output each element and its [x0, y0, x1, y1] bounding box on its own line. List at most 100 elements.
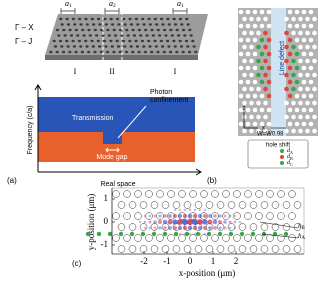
hole	[145, 234, 153, 242]
hole	[312, 128, 317, 134]
field	[143, 226, 147, 230]
hole	[167, 190, 175, 198]
hole	[65, 39, 69, 43]
hole	[293, 223, 302, 231]
hole	[172, 17, 176, 21]
hole	[301, 121, 307, 127]
hole	[252, 65, 258, 71]
crystal-holes	[238, 9, 317, 134]
hole	[216, 201, 225, 209]
panel-label: (c)	[72, 259, 82, 268]
hole	[153, 17, 157, 21]
hole	[77, 39, 81, 43]
hole	[95, 34, 99, 37]
hole	[298, 86, 303, 92]
hole	[252, 93, 258, 99]
plot-holes	[85, 190, 302, 253]
hole	[109, 39, 113, 43]
hole	[162, 50, 166, 54]
hole	[308, 51, 314, 57]
hole	[112, 50, 116, 54]
shifted-hole	[250, 231, 256, 237]
hole	[291, 30, 296, 36]
hole	[73, 23, 77, 26]
hole	[287, 107, 293, 113]
hole	[153, 39, 157, 43]
shifted-hole	[228, 231, 234, 237]
shifted-hole	[162, 231, 168, 237]
hole	[238, 65, 244, 71]
hole	[291, 72, 296, 78]
hole	[301, 107, 307, 113]
hole	[59, 17, 63, 21]
field	[158, 220, 162, 224]
field	[138, 220, 142, 224]
hole	[293, 245, 302, 253]
shifted-hole	[217, 231, 223, 237]
hole	[134, 39, 138, 43]
legend-swatch	[280, 149, 284, 153]
field	[197, 213, 203, 219]
hole	[266, 121, 272, 127]
field	[153, 214, 157, 218]
region: II	[109, 67, 115, 76]
direction: Γ – J	[15, 37, 32, 46]
hole	[117, 201, 126, 209]
hole	[163, 28, 167, 32]
field	[187, 213, 193, 219]
hole	[242, 128, 247, 134]
hole	[305, 100, 310, 106]
hole	[305, 16, 310, 22]
field	[223, 226, 227, 230]
direction: Γ – X	[15, 23, 34, 32]
field	[177, 219, 183, 225]
hole	[172, 201, 181, 209]
hole	[238, 121, 244, 127]
hole	[159, 39, 163, 43]
hole	[137, 50, 141, 54]
field	[192, 225, 198, 231]
hole	[71, 39, 75, 43]
hole	[238, 23, 244, 29]
hole	[112, 190, 120, 198]
label-base: h	[298, 232, 302, 240]
hole	[305, 44, 310, 50]
hole	[194, 201, 203, 209]
hole	[181, 28, 186, 32]
hole	[74, 28, 78, 32]
hole	[184, 39, 189, 43]
hole	[85, 23, 89, 26]
hole	[244, 212, 252, 220]
hole	[139, 34, 143, 37]
hole	[287, 51, 293, 57]
hole	[238, 37, 244, 43]
hole	[233, 212, 241, 220]
hole	[112, 234, 120, 242]
shifted-hole	[107, 231, 113, 237]
y-axis-label: Frequency (c/a)	[27, 105, 34, 154]
hole	[284, 58, 289, 64]
annotation: Photon	[150, 89, 172, 96]
field	[163, 226, 167, 230]
hole	[150, 28, 154, 32]
hole	[150, 245, 159, 253]
row-label: hA	[298, 232, 306, 242]
hole	[294, 79, 300, 85]
hole	[112, 212, 120, 220]
arrowhead	[34, 84, 42, 91]
field	[202, 219, 208, 225]
hole	[256, 30, 261, 36]
label-sub: B	[302, 226, 306, 231]
label-base: a	[65, 0, 69, 8]
hole	[305, 72, 310, 78]
hole	[291, 58, 296, 64]
hole	[238, 107, 244, 113]
hole	[242, 114, 247, 120]
hole	[84, 17, 88, 21]
hole	[175, 50, 179, 54]
hole	[128, 201, 137, 209]
y-tick-label: 1	[104, 193, 109, 203]
hole	[277, 234, 285, 242]
hole	[128, 39, 132, 43]
